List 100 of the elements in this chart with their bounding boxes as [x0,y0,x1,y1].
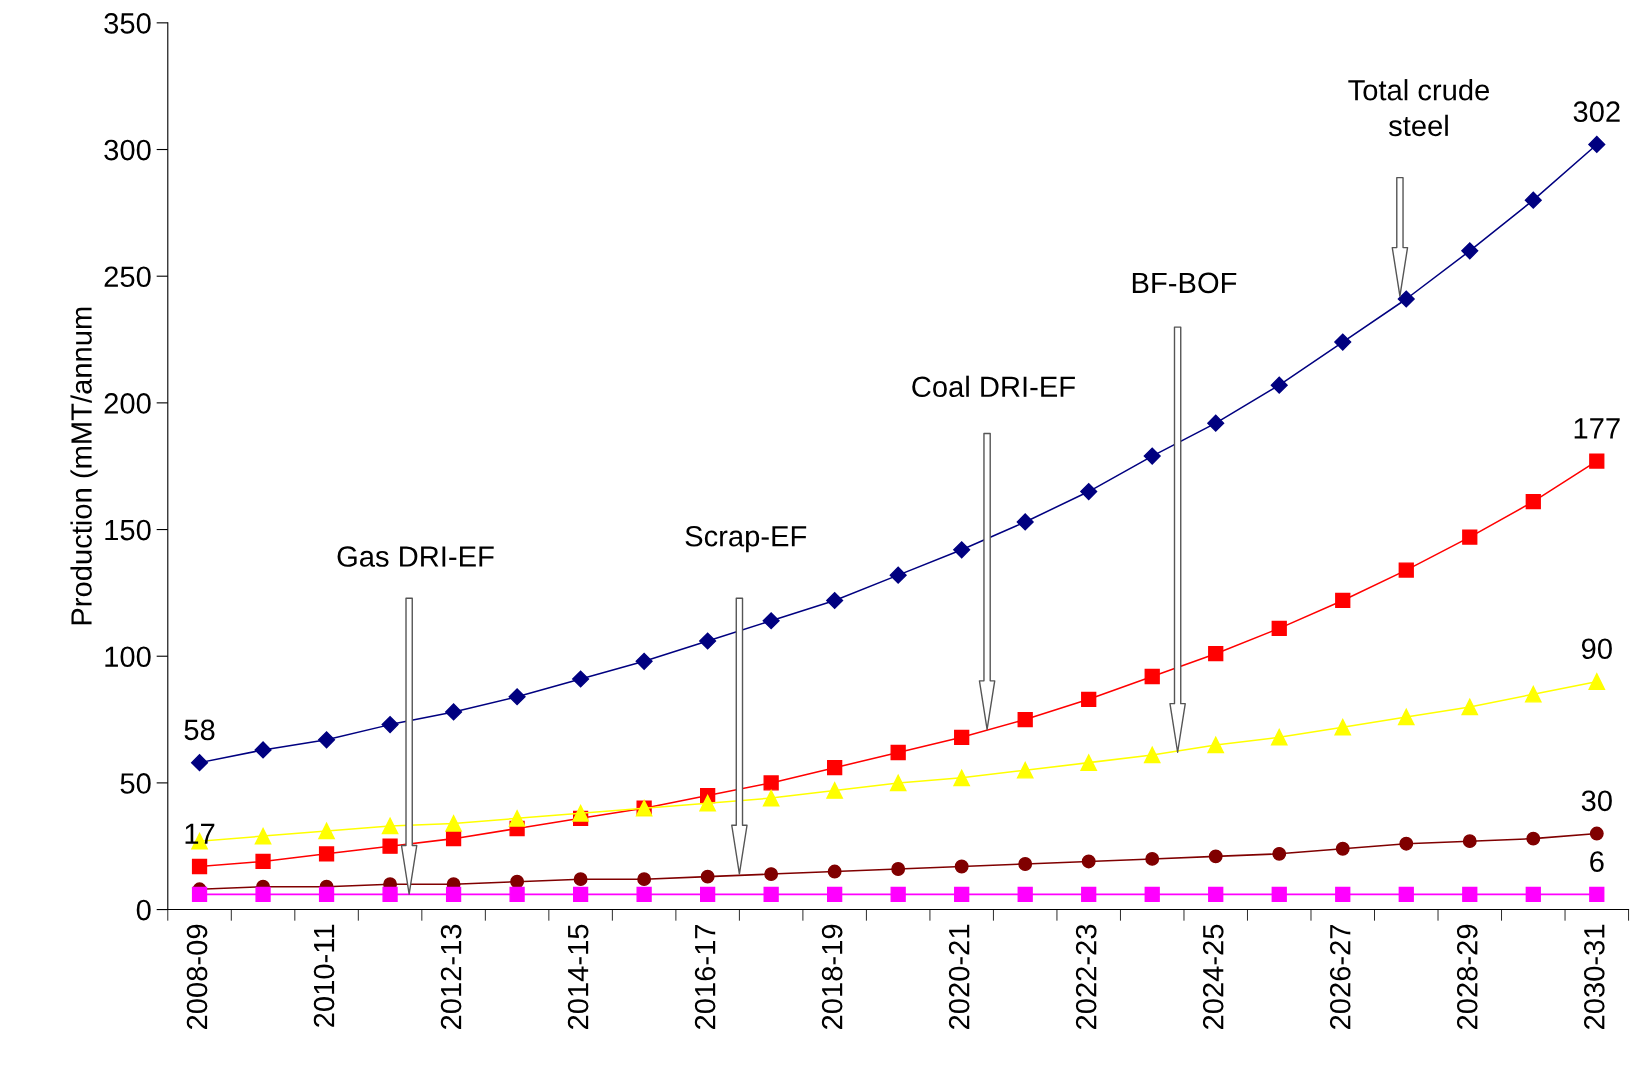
annotation: BF-BOF [1132,272,1237,294]
point [1208,646,1224,662]
x-tick-label: 2020-21 [948,924,970,1030]
point [954,886,970,903]
point [445,815,462,832]
point [1399,836,1414,851]
x-tick-label: 2016-17 [694,924,716,1030]
point [1081,691,1097,707]
point [763,886,779,903]
x-tick-label: 2008-09 [186,924,208,1030]
point [1588,673,1606,690]
point [1526,831,1541,846]
point [699,632,717,650]
y-axis-title: Production (mMT/annum [70,307,98,625]
point [1397,708,1415,726]
point [1271,886,1287,903]
point [318,886,335,903]
point [1462,529,1478,545]
point [573,872,588,887]
x-tick-label: 2030-31 [1583,924,1605,1030]
point [1080,754,1098,771]
annotation: Gas DRI-EF [337,546,494,567]
point [1335,841,1350,856]
point [1335,592,1351,609]
point [508,810,526,827]
point [509,886,525,903]
point [445,886,462,903]
point [889,774,907,792]
point [1589,826,1604,841]
point [1081,886,1097,903]
point [890,744,906,761]
point [1525,494,1541,510]
point [1017,886,1033,903]
point [191,858,208,875]
point [1080,482,1098,501]
point [1081,854,1096,869]
point [890,886,906,903]
point [762,789,780,807]
point [1208,886,1224,903]
x-tick-label: 2014-15 [567,924,589,1030]
point [1335,886,1351,903]
point [764,867,779,882]
point [827,760,843,776]
point [445,703,463,721]
point [1208,849,1223,864]
point [1524,685,1542,703]
point [637,872,652,887]
point [700,869,715,884]
point [1016,761,1034,779]
point [1272,846,1287,861]
point [572,804,589,822]
point [381,716,399,734]
point [1334,333,1352,351]
x-tick-label: 2010-11 [313,924,335,1027]
x-tick-label: 2018-19 [821,924,843,1030]
point [1143,447,1161,465]
point [1270,376,1288,394]
x-tick-label: 2026-27 [1329,924,1351,1030]
point [889,566,907,584]
point [1270,728,1288,746]
point [318,822,335,840]
point [1589,453,1605,469]
point [1017,711,1033,728]
y-tick-label: 300 [104,139,151,161]
y-tick-label: 0 [136,899,151,921]
point [382,886,398,903]
point [826,591,844,610]
point [953,541,971,559]
point [255,886,271,903]
point [1461,698,1479,716]
y-tick-label: 100 [105,646,151,668]
point [1462,834,1477,849]
point [1271,620,1287,636]
point [1145,851,1160,866]
data-label: 177 [1574,418,1620,439]
point [954,859,969,874]
point [510,874,525,889]
annotation: Total crude steel [1348,79,1489,137]
point [1144,886,1160,903]
point [1589,886,1605,903]
point [826,782,843,799]
point [508,688,526,706]
point [1588,135,1606,154]
point [1461,242,1479,260]
y-tick-label: 150 [105,519,151,541]
point [953,769,971,787]
point [699,886,716,903]
data-label: 30 [1581,790,1612,812]
point [636,886,652,903]
point [1397,290,1415,308]
data-label: 17 [185,823,215,844]
x-tick-label: 2028-29 [1456,924,1478,1030]
point [318,846,335,862]
point [763,775,779,791]
point [191,886,208,903]
annotation: Scrap-EF [685,525,807,553]
point [699,794,716,812]
point [382,838,398,854]
point [1144,668,1160,685]
x-tick-label: 2022-23 [1075,924,1097,1030]
